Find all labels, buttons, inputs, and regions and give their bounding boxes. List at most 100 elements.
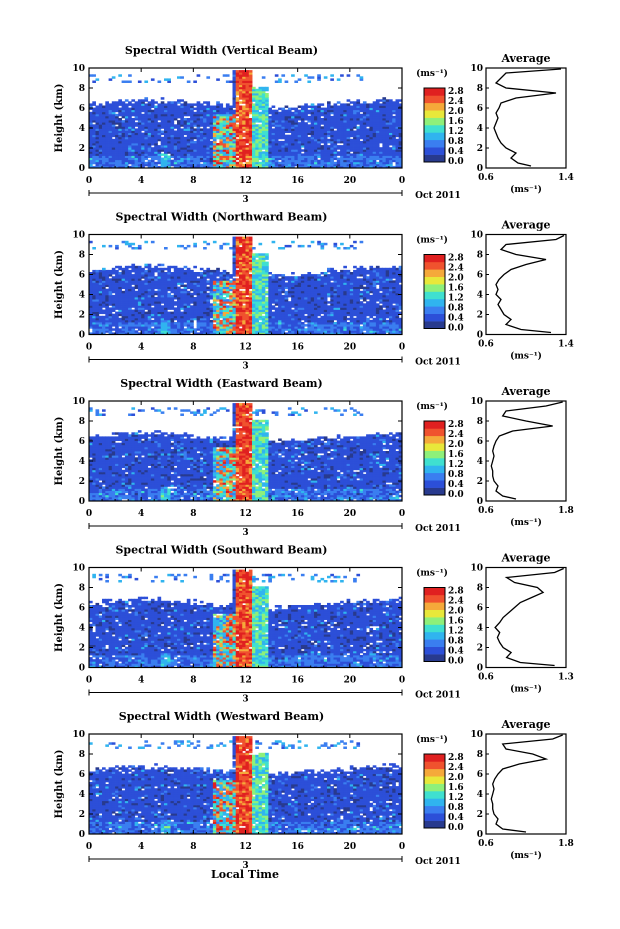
panel-title: Spectral Width (Westward Beam) [119,710,324,723]
average-profile-line [493,68,562,167]
colorbar-tick-label: 2.8 [448,753,464,763]
x-tick-label: 16 [291,676,304,686]
average-unit: (ms⁻¹) [510,351,542,362]
colorbar-tick-label: 0.4 [448,147,464,157]
colorbar-segment [424,428,445,437]
avg-y-tick-label: 6 [477,271,483,281]
x-tick-label: 0 [86,509,92,519]
heatmap-field [89,736,403,835]
avg-y-tick-label: 8 [477,251,483,261]
x-tick-label: 4 [138,509,144,519]
average-frame [485,566,567,669]
avg-x-tick-label: 1.4 [558,173,574,183]
average-profile-line [495,234,565,334]
y-tick-label: 4 [79,624,85,634]
avg-y-tick-label: 0 [477,497,483,507]
average-profile-line [490,734,563,833]
avg-x-tick-label: 1.4 [558,340,574,350]
avg-x-tick-label: 0.6 [478,506,494,516]
y-tick-label: 6 [79,437,85,447]
colorbar-segment [424,284,445,292]
x-tick-label: 12 [239,176,252,186]
avg-y-tick-label: 8 [477,584,483,594]
y-tick-label: 10 [72,397,85,407]
y-tick-label: 6 [79,271,85,281]
colorbar-segment [424,276,445,285]
colorbar-segment [424,624,445,633]
colorbar-segment [424,754,445,762]
colorbar-segment [424,291,445,300]
y-tick-label: 4 [79,291,85,301]
y-axis-label: Height (km) [54,250,65,319]
y-tick-label: 2 [79,144,85,154]
colorbar-segment [424,254,445,263]
y-axis-label: Height (km) [54,583,65,652]
avg-y-tick-label: 10 [470,231,483,241]
colorbar-segment [424,805,445,814]
colorbar-tick-label: 1.6 [448,284,464,294]
avg-y-tick-label: 8 [477,750,483,760]
x-tick-label: 16 [291,343,304,353]
avg-y-tick-label: 0 [477,830,483,840]
x-tick-label: 20 [344,676,357,686]
avg-x-tick-label: 1.3 [558,673,574,683]
colorbar-tick-label: 0.0 [448,490,464,500]
colorbar-tick-label: 1.6 [448,450,464,460]
average-title: Average [500,718,550,731]
colorbar-tick-label: 1.2 [448,627,464,637]
panel-1: Spectral Width (Vertical Beam)0 4 8 12 16 20 0… [54,44,574,205]
avg-x-tick-label: 1.8 [558,839,574,849]
avg-y-tick-label: 6 [477,104,483,114]
day-marker: 3 [242,362,248,372]
x-tick-label: 0 [399,842,405,852]
average-profile-line [494,567,564,667]
x-tick-label: 8 [190,842,196,852]
panel-2: Spectral Width (Northward Beam)0 4 8 12 16 20… [54,211,574,372]
day-marker: 3 [242,695,248,705]
average-unit: (ms⁻¹) [510,684,542,695]
avg-x-tick-label: 0.6 [478,673,494,683]
colorbar-segment [424,110,445,118]
x-tick-label: 16 [291,176,304,186]
x-tick-label: 20 [344,842,357,852]
colorbar-segment [424,617,445,625]
x-tick-label: 8 [190,343,196,353]
avg-y-tick-label: 8 [477,417,483,427]
y-axis-label: Height (km) [54,84,65,153]
day-marker: 3 [242,195,248,205]
avg-y-tick-label: 2 [477,810,483,820]
colorbar-tick-label: 2.0 [448,107,464,117]
y-tick-label: 6 [79,604,85,614]
y-tick-label: 2 [79,477,85,487]
avg-x-tick-label: 0.6 [478,173,494,183]
colorbar-segment [424,654,445,662]
avg-y-tick-label: 2 [477,144,483,154]
colorbar-tick-label: 2.8 [448,87,464,97]
colorbar-segment [424,313,445,322]
y-tick-label: 10 [72,564,85,574]
colorbar-tick-label: 0.8 [448,637,464,647]
average-title: Average [500,552,550,565]
colorbar-tick-label: 2.4 [448,763,464,773]
colorbar-segment [424,450,445,459]
colorbar-tick-label: 2.4 [448,430,464,440]
avg-y-tick-label: 6 [477,604,483,614]
colorbar-segment [424,269,445,277]
x-tick-label: 12 [239,676,252,686]
x-tick-label: 20 [344,343,357,353]
avg-y-tick-label: 2 [477,477,483,487]
panel-title: Spectral Width (Southward Beam) [115,544,327,557]
avg-y-tick-label: 0 [477,664,483,674]
average-frame [485,67,567,169]
colorbar-segment [424,791,445,799]
colorbar-segment [424,480,445,488]
y-tick-label: 10 [72,231,85,241]
avg-y-tick-label: 4 [477,457,483,467]
colorbar-unit: (ms⁻¹) [416,401,448,412]
colorbar-segment [424,594,445,603]
x-tick-label: 0 [86,676,92,686]
avg-x-tick-label: 0.6 [478,340,494,350]
x-tick-label: 4 [138,842,144,852]
colorbar-segment [424,139,445,148]
y-axis-label: Height (km) [54,417,65,486]
